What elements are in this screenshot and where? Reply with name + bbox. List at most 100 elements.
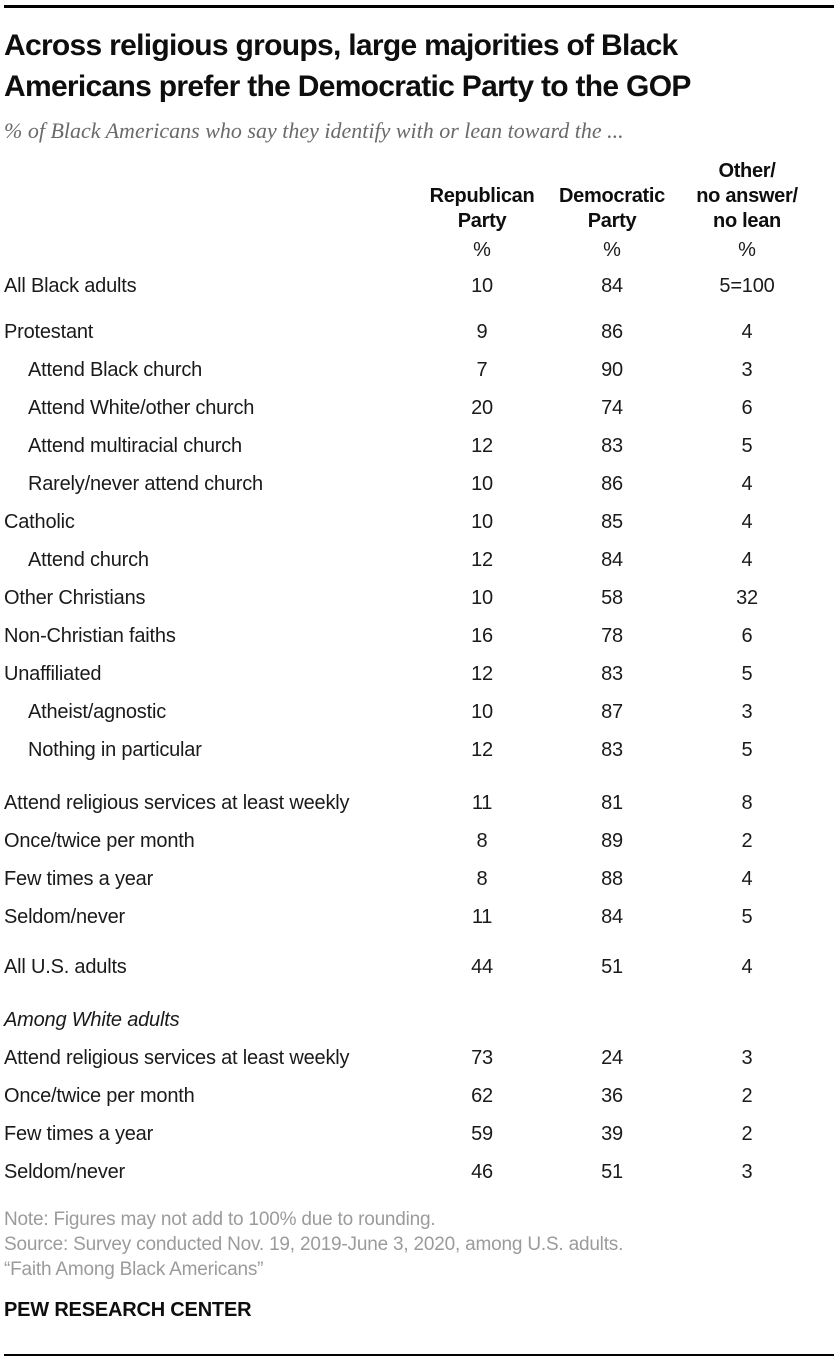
democratic-value: 84	[601, 548, 623, 571]
row-label: Attend religious services at least weekl…	[4, 791, 350, 814]
table-row: Attend church 12 84 4	[4, 541, 840, 579]
row-label: Once/twice per month	[4, 829, 195, 852]
table-row: Few times a year 59 39 2	[4, 1115, 840, 1153]
republican-value: 10	[471, 472, 493, 495]
top-rule	[4, 5, 834, 8]
republican-unit: %	[473, 238, 491, 261]
republican-value: 9	[476, 320, 488, 343]
table-row: Once/twice per month 8 89 2	[4, 822, 840, 860]
democratic-value: 87	[601, 700, 623, 723]
row-label: All U.S. adults	[4, 955, 127, 978]
subtitle: % of Black Americans who say they identi…	[4, 118, 624, 143]
other-value: 2	[741, 1122, 753, 1145]
republican-value: 11	[471, 905, 493, 928]
row-label: Attend multiracial church	[28, 434, 242, 457]
republican-value: 44	[471, 955, 493, 978]
row-label: Seldom/never	[4, 1160, 125, 1183]
republican-value: 12	[471, 548, 493, 571]
other-value: 2	[741, 1084, 753, 1107]
table-row: Non-Christian faiths 16 78 6	[4, 617, 840, 655]
report-title-line: “Faith Among Black Americans”	[4, 1259, 264, 1280]
other-unit: %	[738, 238, 756, 261]
other-value: 8	[741, 791, 753, 814]
row-label: Once/twice per month	[4, 1084, 195, 1107]
other-value: 5	[741, 434, 753, 457]
source-line: Source: Survey conducted Nov. 19, 2019-J…	[4, 1234, 624, 1255]
table-row: Catholic 10 85 4	[4, 503, 840, 541]
other-value: 4	[741, 955, 753, 978]
republican-value: 10	[471, 274, 493, 297]
table-row: Seldom/never 46 51 3	[4, 1153, 840, 1191]
table-row: Attend multiracial church 12 83 5	[4, 427, 840, 465]
republican-value: 11	[471, 791, 493, 814]
democratic-value: 81	[601, 791, 623, 814]
republican-value: 59	[471, 1122, 493, 1145]
other-value: 5	[741, 662, 753, 685]
row-label: Attend church	[28, 548, 149, 571]
row-label: Few times a year	[4, 867, 154, 890]
democratic-value: 83	[601, 662, 623, 685]
row-label: Protestant	[4, 320, 94, 343]
table-row: All U.S. adults 44 51 4	[4, 948, 840, 986]
democratic-value: 85	[601, 510, 623, 533]
democratic-value: 86	[601, 472, 623, 495]
row-label: Atheist/agnostic	[28, 700, 166, 723]
other-value: 32	[736, 586, 758, 609]
other-value: 4	[741, 548, 753, 571]
row-label: Attend religious services at least weekl…	[4, 1046, 350, 1069]
row-label: Non-Christian faiths	[4, 624, 176, 647]
democratic-value: 83	[601, 738, 623, 761]
democratic-value: 86	[601, 320, 623, 343]
other-value: 5=100	[719, 274, 775, 297]
democratic-value: 24	[601, 1046, 623, 1069]
republican-value: 10	[471, 586, 493, 609]
other-value: 3	[741, 1046, 753, 1069]
democratic-value: 58	[601, 586, 623, 609]
republican-value: 46	[471, 1160, 493, 1183]
other-value: 6	[741, 396, 753, 419]
republican-value: 10	[471, 510, 493, 533]
column-headers: Republican Party Democratic Party Other/…	[4, 159, 840, 234]
democratic-value: 36	[601, 1084, 623, 1107]
column-header-other-no-answer: Other/ no answer/ no lean	[696, 160, 798, 232]
other-value: 4	[741, 510, 753, 533]
table-row: Seldom/never 11 84 5	[4, 898, 840, 936]
table-body: All Black adults 10 84 5=100 Protestant …	[4, 267, 840, 1191]
row-label: Other Christians	[4, 586, 146, 609]
table-row: Unaffiliated 12 83 5	[4, 655, 840, 693]
other-value: 2	[741, 829, 753, 852]
row-label: Few times a year	[4, 1122, 154, 1145]
table-row: Attend religious services at least weekl…	[4, 784, 840, 822]
other-value: 5	[741, 738, 753, 761]
democratic-value: 83	[601, 434, 623, 457]
row-label: All Black adults	[4, 274, 137, 297]
other-value: 4	[741, 867, 753, 890]
table-row: Once/twice per month 62 36 2	[4, 1077, 840, 1115]
democratic-value: 39	[601, 1122, 623, 1145]
footer-notes: Note: Figures may not add to 100% due to…	[4, 1207, 840, 1282]
republican-value: 8	[476, 829, 488, 852]
table-row: Rarely/never attend church 10 86 4	[4, 465, 840, 503]
republican-value: 12	[471, 434, 493, 457]
column-header-republican-party: Republican Party	[429, 185, 535, 232]
page-title-line1: Across religious groups, large majoritie…	[4, 29, 678, 62]
other-value: 4	[741, 320, 753, 343]
table-row: Attend White/other church 20 74 6	[4, 389, 840, 427]
table-row: Attend Black church 7 90 3	[4, 351, 840, 389]
other-value: 6	[741, 624, 753, 647]
table-row: Attend religious services at least weekl…	[4, 1039, 840, 1077]
row-label: Attend Black church	[28, 358, 203, 381]
table-row: Few times a year 8 88 4	[4, 860, 840, 898]
democratic-value: 51	[601, 955, 623, 978]
republican-value: 12	[471, 662, 493, 685]
table-row: Other Christians 10 58 32	[4, 579, 840, 617]
row-label: Rarely/never attend church	[28, 472, 263, 495]
table-row: Nothing in particular 12 83 5	[4, 731, 840, 769]
republican-value: 7	[476, 358, 488, 381]
other-value: 5	[741, 905, 753, 928]
other-value: 3	[741, 700, 753, 723]
page-title: Across religious groups, large majoritie…	[4, 25, 840, 107]
democratic-value: 89	[601, 829, 623, 852]
row-label: Nothing in particular	[28, 738, 202, 761]
